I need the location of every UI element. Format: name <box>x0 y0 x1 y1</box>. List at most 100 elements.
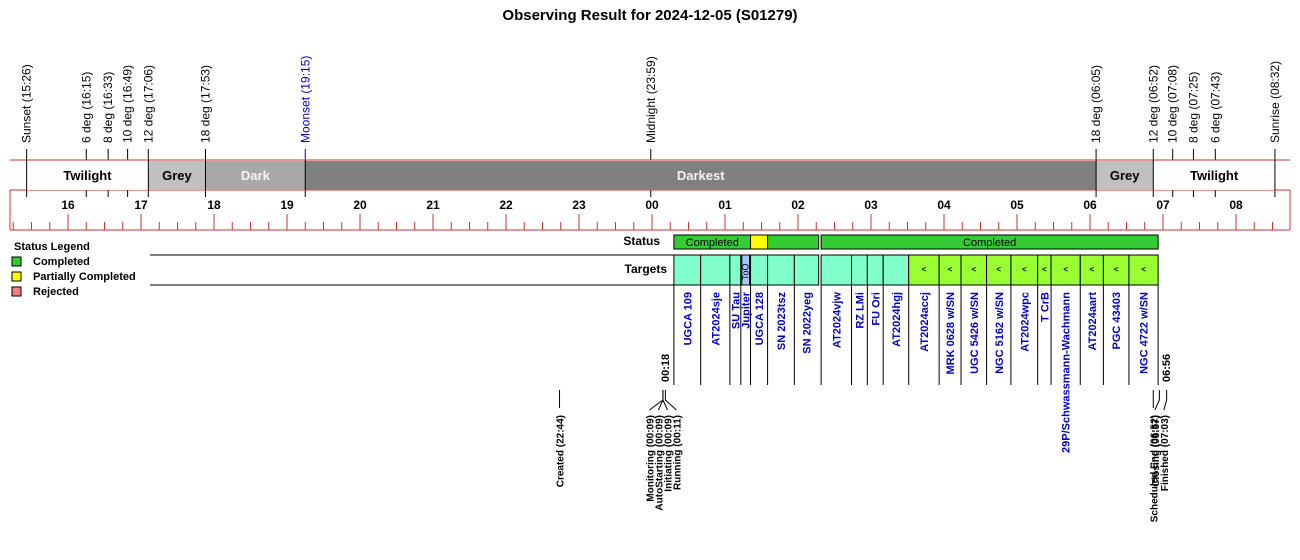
sky-band-label: Darkest <box>677 168 725 183</box>
sky-band-label: Grey <box>162 168 192 183</box>
milestone-leader <box>1154 390 1160 411</box>
axis-tick-label: 03 <box>864 198 878 212</box>
milestone-markers: Created (22:44) Monitoring (00:09)AutoSta… <box>556 390 1171 522</box>
target-cell <box>851 254 868 286</box>
target-cell <box>1050 254 1081 286</box>
event-label: 18 deg (06:05) <box>1089 65 1103 143</box>
axis-tick-label: 18 <box>207 198 221 212</box>
target-cell <box>700 254 731 286</box>
too-badge-box <box>741 254 751 286</box>
target-name: UGC 5426 w/SN <box>969 292 981 374</box>
milestone-label: Running (00:11) <box>672 415 683 490</box>
milestone-label: Monitoring (00:09) <box>645 415 656 502</box>
sky-band-label: Dark <box>241 168 271 183</box>
target-name: AT2024aart <box>1087 292 1099 351</box>
target-name: SU Tau <box>730 292 742 329</box>
sky-condition-bands: Twilight Grey Dark Darkest Grey Twilight <box>10 159 1290 191</box>
event-label: 18 deg (17:53) <box>198 65 212 143</box>
axis-tick-label: 05 <box>1010 198 1024 212</box>
event-label: Moonset (19:15) <box>298 56 312 143</box>
target-name: UGCA 109 <box>682 292 694 345</box>
event-markers: Sunset (15:26) 6 deg (16:15) 8 deg (16:33)… <box>20 56 1282 197</box>
axis-tick-label: 01 <box>718 198 732 212</box>
status-bar: Completed Completed <box>673 234 1159 250</box>
target-marker: < <box>1114 265 1119 274</box>
target-name: SN 2022yeg <box>802 292 814 354</box>
legend-swatch <box>11 286 22 297</box>
status-segment-label: Completed <box>963 237 1016 249</box>
milestone-label: Initiating (00:09) <box>663 415 674 492</box>
target-name: AT2024hgj <box>891 292 903 347</box>
axis-tick-label: 00 <box>645 198 659 212</box>
target-name: MRK 0628 w/SN <box>945 292 957 375</box>
target-marker: < <box>1042 265 1047 274</box>
milestone-leader <box>664 390 677 411</box>
status-segment <box>820 234 1159 250</box>
status-row-label: Status <box>623 234 660 248</box>
sky-band-darkest <box>305 161 1097 190</box>
run-start-time: 00:18 <box>660 354 672 382</box>
axis-tick-label: 08 <box>1229 198 1243 212</box>
target-name: SN 2023tsz <box>776 292 788 351</box>
milestone-label: Closing (06:57) <box>1151 415 1162 487</box>
target-cell <box>767 254 795 286</box>
axis-tick-label: 07 <box>1156 198 1170 212</box>
status-segment-label: Completed <box>686 237 739 249</box>
target-cell <box>793 254 820 286</box>
event-label: 8 deg (07:25) <box>1186 72 1200 143</box>
hour-axis: 16 17 18 19 20 21 22 23 00 01 02 03 04 05 06 07 08 <box>9 190 1291 231</box>
targets-row-label: Targets <box>625 262 668 276</box>
run-end-time: 06:56 <box>1161 354 1173 382</box>
legend-items: Completed Partially Completed Rejected <box>11 256 136 298</box>
target-name: AT2024accj <box>919 292 931 352</box>
target-name: T CrB <box>1039 292 1051 322</box>
axis-tick-label: 04 <box>937 198 951 212</box>
target-name: RZ LMi <box>854 292 866 329</box>
legend-item-label: Rejected <box>33 286 79 298</box>
targets-row: UGCA 109 AT2024sje SU Tau ToO Jupiter UGCA 12… <box>150 254 1173 453</box>
target-name: NGC 4722 w/SN <box>1139 292 1151 374</box>
chart-title: Observing Result for 2024-12-05 (S01279) <box>502 7 797 24</box>
sky-band-dark <box>205 161 306 190</box>
sky-band-twilight <box>1153 161 1275 190</box>
sky-band-grey <box>1096 161 1154 190</box>
legend-item-label: Completed <box>33 256 90 268</box>
sky-band-twilight <box>26 161 149 190</box>
target-name: UGCA 128 <box>754 292 766 345</box>
axis-tick-label: 17 <box>134 198 148 212</box>
event-label: 8 deg (16:33) <box>101 72 115 143</box>
event-label: 6 deg (07:43) <box>1208 72 1222 143</box>
event-label: Sunset (15:26) <box>20 64 34 143</box>
sky-band-label: Twilight <box>1190 168 1239 183</box>
status-legend: Status Legend Completed Partially Complet… <box>11 241 136 298</box>
target-name: AT2024wpc <box>1019 292 1031 352</box>
target-cell <box>729 254 742 286</box>
milestone-label: Created (22:44) <box>556 415 567 487</box>
too-badge-label: ToO <box>741 263 751 280</box>
target-marker: < <box>996 265 1001 274</box>
target-cell <box>882 254 910 286</box>
event-label: 10 deg (16:49) <box>121 65 135 143</box>
target-cell <box>820 254 853 286</box>
target-name: 29P/Schwassmann-Wachmann <box>1061 292 1073 453</box>
axis-tick-label: 20 <box>353 198 367 212</box>
axis-tick-label: 21 <box>426 198 440 212</box>
status-segment <box>750 234 769 250</box>
target-name: NGC 5162 w/SN <box>994 292 1006 374</box>
target-marker: < <box>1089 265 1094 274</box>
milestone-label: Finished (07:03) <box>1160 415 1171 491</box>
target-name: PGC 43403 <box>1111 292 1123 349</box>
milestone-leader <box>662 390 668 411</box>
target-name: FU Ori <box>870 292 882 326</box>
target-cell <box>866 254 884 286</box>
axis-tick-label: 16 <box>61 198 75 212</box>
sky-band-label: Grey <box>1110 168 1140 183</box>
milestone-label: Scheduled End (06:52) <box>1149 415 1160 522</box>
target-marker: < <box>948 265 953 274</box>
sky-band-grey <box>148 161 206 190</box>
target-name: AT2024sje <box>710 292 722 346</box>
target-marker: < <box>1022 265 1027 274</box>
legend-swatch <box>11 256 22 267</box>
target-cell <box>673 254 702 286</box>
event-label: 10 deg (07:08) <box>1166 65 1180 143</box>
